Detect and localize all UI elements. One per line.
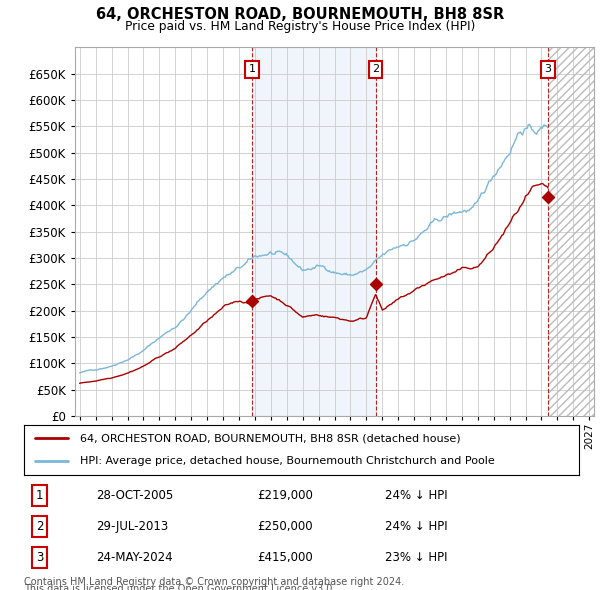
Text: 64, ORCHESTON ROAD, BOURNEMOUTH, BH8 8SR (detached house): 64, ORCHESTON ROAD, BOURNEMOUTH, BH8 8SR…: [79, 433, 460, 443]
Text: Price paid vs. HM Land Registry's House Price Index (HPI): Price paid vs. HM Land Registry's House …: [125, 20, 475, 33]
Text: 24% ↓ HPI: 24% ↓ HPI: [385, 489, 448, 502]
Text: 64, ORCHESTON ROAD, BOURNEMOUTH, BH8 8SR: 64, ORCHESTON ROAD, BOURNEMOUTH, BH8 8SR: [96, 7, 504, 22]
Text: £250,000: £250,000: [257, 520, 313, 533]
Text: HPI: Average price, detached house, Bournemouth Christchurch and Poole: HPI: Average price, detached house, Bour…: [79, 457, 494, 467]
Text: 24% ↓ HPI: 24% ↓ HPI: [385, 520, 448, 533]
Bar: [548, 47, 594, 416]
Text: 3: 3: [544, 64, 551, 74]
Bar: [548, 47, 594, 416]
Bar: [252, 47, 376, 416]
Text: 23% ↓ HPI: 23% ↓ HPI: [385, 551, 447, 564]
Text: 1: 1: [248, 64, 256, 74]
Text: 29-JUL-2013: 29-JUL-2013: [96, 520, 169, 533]
Text: £219,000: £219,000: [257, 489, 313, 502]
Text: 28-OCT-2005: 28-OCT-2005: [96, 489, 173, 502]
Text: 3: 3: [36, 551, 43, 564]
Text: 24-MAY-2024: 24-MAY-2024: [96, 551, 173, 564]
Text: 2: 2: [372, 64, 379, 74]
Text: 2: 2: [36, 520, 43, 533]
Text: This data is licensed under the Open Government Licence v3.0.: This data is licensed under the Open Gov…: [24, 584, 335, 590]
Text: 1: 1: [36, 489, 43, 502]
Text: £415,000: £415,000: [257, 551, 313, 564]
Text: Contains HM Land Registry data © Crown copyright and database right 2024.: Contains HM Land Registry data © Crown c…: [24, 577, 404, 587]
